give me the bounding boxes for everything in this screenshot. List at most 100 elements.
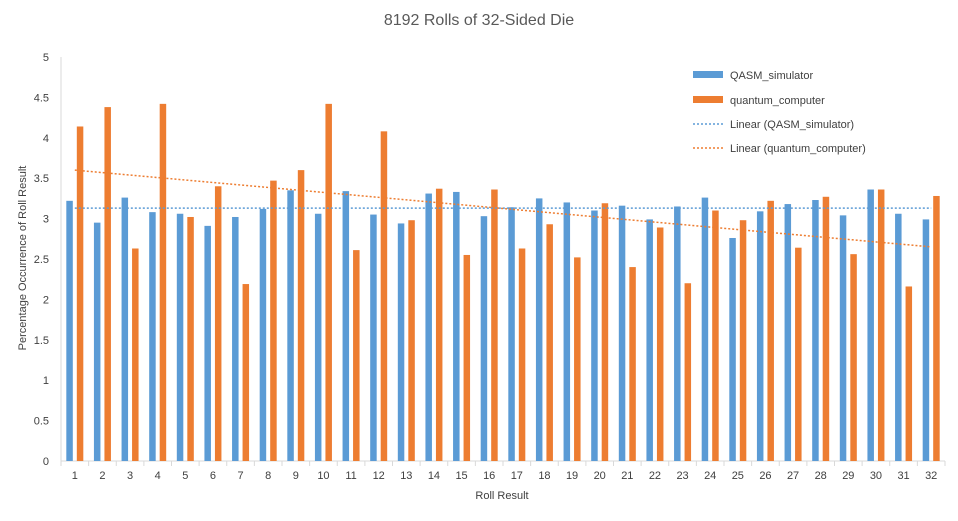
bar-qasm-simulator [812, 200, 819, 462]
bar-quantum-computer [297, 170, 305, 461]
bar-qasm-simulator [618, 205, 626, 461]
bar-quantum-computer [270, 180, 277, 461]
legend-label: Linear (QASM_simulator) [730, 119, 854, 131]
bar-qasm-simulator [66, 200, 73, 461]
bar-quantum-computer [629, 267, 636, 461]
bar-qasm-simulator [232, 216, 239, 461]
bar-quantum-computer [242, 284, 250, 461]
x-tick-label: 8 [265, 470, 271, 482]
bar-quantum-computer [325, 103, 332, 461]
bar-quantum-computer [795, 247, 802, 461]
bar-quantum-computer [435, 188, 443, 462]
trendline-quantum-computer [74, 169, 932, 248]
y-tick-label: 4 [43, 133, 49, 145]
bar-quantum-computer [850, 254, 857, 461]
bar-qasm-simulator [839, 215, 847, 461]
bar-qasm-simulator [397, 223, 405, 461]
y-tick-label: 3 [43, 214, 49, 226]
y-tick-label: 4.5 [34, 92, 49, 104]
bar-quantum-computer [76, 126, 84, 461]
y-tick-label: 2 [43, 294, 49, 306]
legend-swatch [693, 71, 723, 78]
bar-qasm-simulator [535, 198, 543, 461]
y-tick-label: 3.5 [34, 173, 49, 185]
bar-quantum-computer [518, 248, 526, 461]
x-tick-label: 28 [815, 470, 827, 482]
x-tick-label: 32 [925, 470, 937, 482]
bar-quantum-computer [822, 196, 830, 461]
x-tick-label: 14 [428, 470, 440, 482]
bar-qasm-simulator [121, 197, 129, 462]
x-tick-label: 5 [182, 470, 188, 482]
x-tick-label: 21 [621, 470, 633, 482]
bar-qasm-simulator [895, 213, 902, 461]
bar-quantum-computer [877, 189, 885, 461]
x-tick-label: 23 [676, 470, 688, 482]
bar-qasm-simulator [729, 237, 736, 461]
x-tick-label: 31 [897, 470, 909, 482]
bar-quantum-computer [739, 220, 747, 461]
bar-quantum-computer [491, 189, 498, 461]
y-tick-label: 0 [43, 456, 49, 468]
x-tick-label: 1 [72, 470, 78, 482]
bar-quantum-computer [214, 186, 222, 461]
bar-qasm-simulator [314, 213, 322, 461]
bar-qasm-simulator [259, 208, 267, 461]
bar-quantum-computer [933, 195, 940, 461]
bar-qasm-simulator [756, 211, 764, 461]
y-tick-label: 0.5 [34, 416, 49, 428]
x-tick-label: 17 [511, 470, 523, 482]
bar-qasm-simulator [922, 219, 930, 461]
bar-qasm-simulator [591, 210, 598, 461]
x-tick-label: 2 [99, 470, 105, 482]
x-tick-label: 3 [127, 470, 133, 482]
bar-qasm-simulator [93, 222, 101, 461]
bar-quantum-computer [656, 227, 664, 461]
bar-quantum-computer [546, 224, 553, 461]
bar-qasm-simulator [287, 190, 294, 461]
bar-quantum-computer [905, 286, 913, 461]
bar-qasm-simulator [176, 213, 184, 461]
bar-quantum-computer [712, 210, 719, 461]
bar-qasm-simulator [784, 204, 792, 461]
bar-quantum-computer [380, 131, 388, 461]
x-tick-label: 15 [455, 470, 467, 482]
x-tick-label: 19 [566, 470, 578, 482]
x-tick-label: 10 [317, 470, 329, 482]
bar-qasm-simulator [674, 206, 681, 461]
bar-quantum-computer [463, 254, 471, 461]
x-tick-label: 9 [293, 470, 299, 482]
bar-qasm-simulator [370, 214, 377, 461]
x-tick-label: 4 [155, 470, 161, 482]
plot-area: 00.511.522.533.544.551 2 3 4 5 6 7 8 9 10 11 12 13 14… [34, 52, 946, 482]
bar-quantum-computer [601, 203, 609, 462]
x-tick-label: 30 [870, 470, 882, 482]
y-tick-label: 5 [43, 52, 49, 64]
bar-qasm-simulator [563, 202, 571, 461]
legend-label: Linear (quantum_computer) [730, 143, 866, 155]
bar-quantum-computer [104, 107, 111, 461]
y-tick-label: 1 [43, 375, 49, 387]
y-axis-title: Percentage Occurrence of Roll Result [17, 166, 29, 351]
bar-quantum-computer [159, 103, 167, 461]
x-tick-label: 13 [400, 470, 412, 482]
bar-qasm-simulator [480, 216, 488, 461]
x-tick-label: 12 [373, 470, 385, 482]
legend: QASM_simulator quantum_computer Linear (QA… [693, 70, 866, 155]
bar-qasm-simulator [867, 189, 874, 461]
bar-quantum-computer [353, 250, 360, 461]
bar-quantum-computer [684, 283, 692, 461]
x-tick-label: 7 [238, 470, 244, 482]
x-tick-label: 11 [345, 470, 356, 482]
y-tick-label: 2.5 [34, 254, 49, 266]
bar-qasm-simulator [508, 207, 515, 461]
bar-quantum-computer [187, 216, 194, 461]
legend-label: QASM_simulator [730, 70, 813, 82]
bar-qasm-simulator [701, 197, 709, 462]
x-tick-label: 20 [594, 470, 606, 482]
chart-title: 8192 Rolls of 32-Sided Die [384, 12, 574, 29]
x-tick-label: 6 [210, 470, 216, 482]
x-tick-label: 26 [759, 470, 771, 482]
